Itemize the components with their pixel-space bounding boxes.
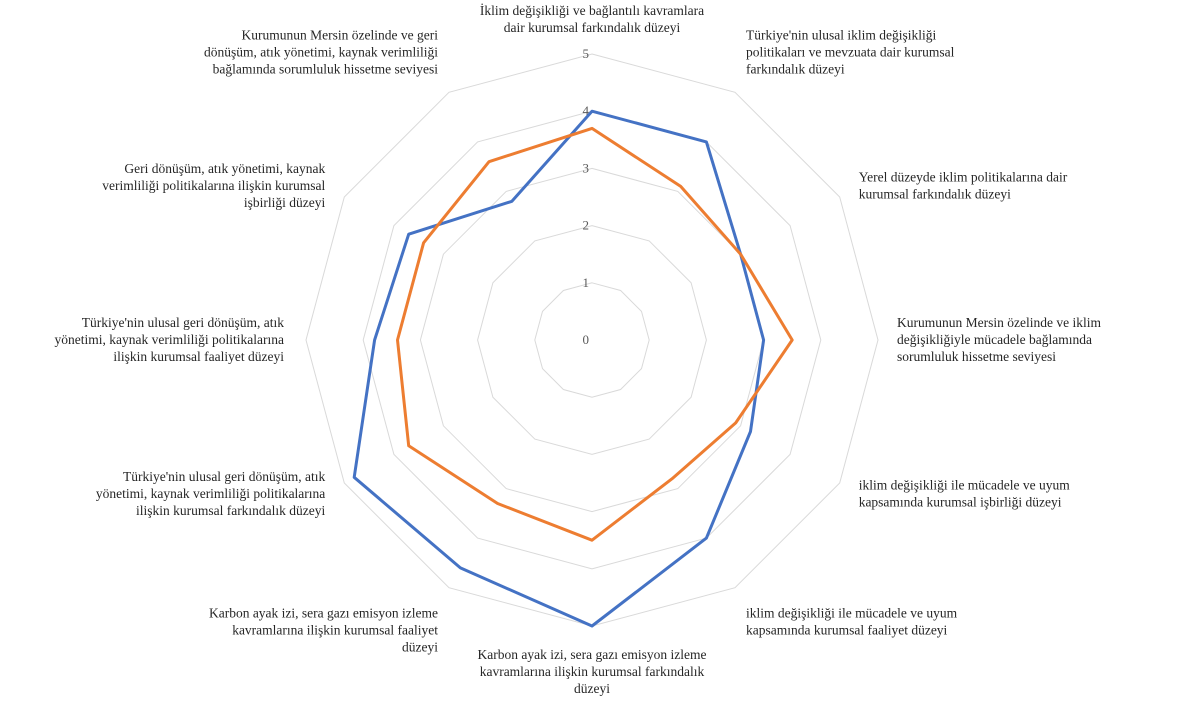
axis-label-line: kapsamında kurumsal işbirliği düzeyi xyxy=(859,495,1062,510)
grid-ring xyxy=(477,225,707,455)
tick-label: 0 xyxy=(583,332,590,347)
radar-series xyxy=(352,109,794,628)
axis-label-line: kavramlarına ilişkin kurumsal faaliyet xyxy=(232,623,438,638)
axis-label-line: kapsamında kurumsal faaliyet düzeyi xyxy=(746,623,948,638)
tick-label: 5 xyxy=(583,46,590,61)
axis-label: Karbon ayak izi, sera gazı emisyon izlem… xyxy=(477,647,706,696)
axis-label: Türkiye'nin ulusal geri dönüşüm, atık yön… xyxy=(55,315,285,364)
axis-label-line: dönüşüm, atık yönetimi, kaynak verimlili… xyxy=(204,44,438,59)
axis-label-line: Karbon ayak izi, sera gazı emisyon izlem… xyxy=(209,606,438,621)
radial-tick-labels: 0 1 2 3 4 5 xyxy=(583,46,590,347)
axis-label: Geri dönüşüm, atık yönetimi, kaynak verim… xyxy=(102,161,325,210)
axis-label-line: bağlamında sorumluluk hissetme seviyesi xyxy=(213,61,439,76)
grid-ring xyxy=(362,110,822,570)
axis-label-line: düzeyi xyxy=(402,640,438,655)
grid-ring xyxy=(534,282,650,398)
axis-label-line: ilişkin kurumsal faaliyet düzeyi xyxy=(113,349,284,364)
axis-label-line: Karbon ayak izi, sera gazı emisyon izlem… xyxy=(477,647,706,662)
axis-label: Kurumunun Mersin özelinde ve iklim değişi… xyxy=(897,315,1101,364)
axis-label-line: dair kurumsal farkındalık düzeyi xyxy=(504,20,681,35)
axis-label-line: farkındalık düzeyi xyxy=(746,61,845,76)
axis-label-line: Türkiye'nin ulusal geri dönüşüm, atık xyxy=(82,315,285,330)
axis-label: iklim değişikliği ile mücadele ve uyum ka… xyxy=(746,606,958,638)
axis-label-line: verimliliği politikalarına ilişkin kurum… xyxy=(102,178,325,193)
axis-label-line: Kurumunun Mersin özelinde ve iklim xyxy=(897,315,1101,330)
axis-label: iklim değişikliği ile mücadele ve uyum ka… xyxy=(859,478,1071,510)
axis-label-line: Kurumunun Mersin özelinde ve geri xyxy=(242,27,439,42)
axis-label-line: kavramlarına ilişkin kurumsal farkındalı… xyxy=(480,664,705,679)
axis-label-line: kurumsal farkındalık düzeyi xyxy=(859,187,1011,202)
axis-label-line: değişikliğiyle mücadele bağlamında xyxy=(897,332,1092,347)
axis-label-line: sorumluluk hissetme seviyesi xyxy=(897,349,1056,364)
axis-label-line: iklim değişikliği ile mücadele ve uyum xyxy=(859,478,1071,493)
axis-label-line: Geri dönüşüm, atık yönetimi, kaynak xyxy=(124,161,325,176)
axis-label: Karbon ayak izi, sera gazı emisyon izlem… xyxy=(209,606,438,655)
tick-label: 2 xyxy=(583,218,590,233)
axis-label-line: yönetimi, kaynak verimliliği politikalar… xyxy=(96,486,325,501)
tick-label: 4 xyxy=(583,103,590,118)
series-line-2 xyxy=(396,126,794,542)
axis-label-line: işbirliği düzeyi xyxy=(244,195,326,210)
tick-label: 1 xyxy=(583,275,590,290)
axis-label-line: Yerel düzeyde iklim politikalarına dair xyxy=(859,170,1068,185)
axis-label-line: iklim değişikliği ile mücadele ve uyum xyxy=(746,606,958,621)
series-line-1 xyxy=(352,109,766,628)
axis-label-line: ilişkin kurumsal farkındalık düzeyi xyxy=(136,503,326,518)
axis-label: Yerel düzeyde iklim politikalarına dair k… xyxy=(859,170,1068,202)
axis-label-line: Türkiye'nin ulusal iklim değişikliği xyxy=(746,27,937,42)
axis-label: İklim değişikliği ve bağlantılı kavramla… xyxy=(480,3,704,35)
axis-label: Kurumunun Mersin özelinde ve geri dönüşüm… xyxy=(204,27,438,76)
axis-label-line: Türkiye'nin ulusal geri dönüşüm, atık xyxy=(123,469,326,484)
axis-label: Türkiye'nin ulusal iklim değişikliği poli… xyxy=(746,27,955,76)
axis-labels: İklim değişikliği ve bağlantılı kavramla… xyxy=(55,3,1102,696)
axis-label-line: politikaları ve mevzuata dair kurumsal xyxy=(746,44,955,59)
axis-label-line: yönetimi, kaynak verimliliği politikalar… xyxy=(55,332,284,347)
axis-label: Türkiye'nin ulusal geri dönüşüm, atık yön… xyxy=(96,469,326,518)
tick-label: 3 xyxy=(583,160,590,175)
axis-label-line: düzeyi xyxy=(574,681,610,696)
axis-label-line: İklim değişikliği ve bağlantılı kavramla… xyxy=(480,3,704,18)
